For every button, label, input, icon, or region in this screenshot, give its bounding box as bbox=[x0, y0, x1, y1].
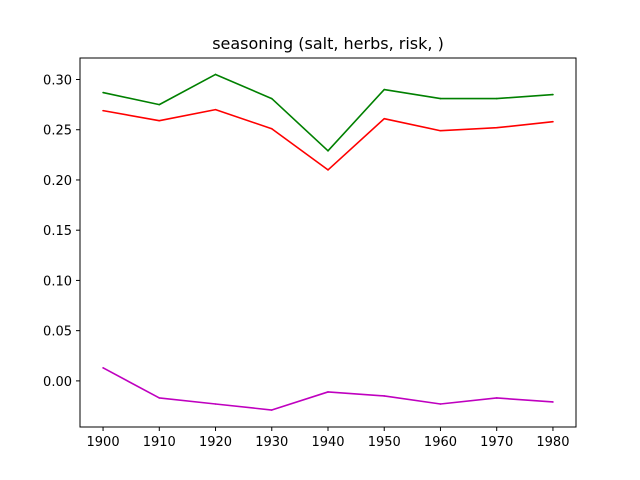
data-point bbox=[495, 97, 498, 100]
y-tick-label: 0.30 bbox=[43, 73, 72, 88]
data-point bbox=[552, 401, 554, 403]
data-point bbox=[158, 397, 161, 399]
series-layer bbox=[102, 73, 554, 411]
data-point bbox=[495, 397, 498, 399]
data-point bbox=[383, 117, 386, 120]
y-tick-label: 0.15 bbox=[43, 224, 72, 239]
x-tick-label: 1940 bbox=[311, 435, 344, 450]
data-point bbox=[439, 129, 442, 132]
x-tick-label: 1910 bbox=[143, 435, 176, 450]
data-point bbox=[327, 391, 329, 393]
x-tick-label: 1960 bbox=[424, 435, 457, 450]
data-point bbox=[214, 108, 217, 111]
data-point bbox=[214, 403, 217, 405]
data-point bbox=[439, 97, 442, 100]
data-point bbox=[270, 127, 273, 130]
y-tick-label: 0.25 bbox=[43, 124, 72, 139]
x-tick-label: 1980 bbox=[536, 435, 569, 450]
data-point bbox=[214, 73, 217, 76]
data-point bbox=[102, 91, 104, 94]
data-point bbox=[102, 367, 104, 369]
x-tick-label: 1900 bbox=[87, 435, 120, 450]
y-axis: 0.00 0.05 0.10 0.15 0.20 0.25 0.30 bbox=[43, 73, 80, 390]
data-point bbox=[495, 126, 498, 129]
x-tick-label: 1930 bbox=[255, 435, 288, 450]
y-tick-label: 0.00 bbox=[43, 375, 72, 390]
data-point bbox=[383, 395, 386, 397]
data-point bbox=[552, 120, 554, 123]
plot-area-frame bbox=[79, 57, 577, 428]
data-point bbox=[270, 409, 273, 411]
data-point bbox=[327, 150, 329, 152]
data-point bbox=[439, 403, 442, 405]
data-point bbox=[327, 169, 329, 171]
y-tick-label: 0.20 bbox=[43, 174, 72, 189]
y-tick-label: 0.05 bbox=[43, 325, 72, 340]
x-tick-label: 1970 bbox=[480, 435, 513, 450]
data-point bbox=[552, 93, 554, 96]
chart-title: seasoning (salt, herbs, risk, ) bbox=[212, 34, 444, 53]
x-tick-label: 1920 bbox=[199, 435, 232, 450]
data-point bbox=[270, 97, 273, 100]
y-tick-label: 0.10 bbox=[43, 274, 72, 289]
x-axis: 1900 1910 1920 1930 1940 1950 1960 1970 1980 bbox=[87, 427, 569, 450]
data-point bbox=[158, 103, 161, 106]
data-point bbox=[102, 109, 104, 112]
data-point bbox=[158, 119, 161, 122]
x-tick-label: 1950 bbox=[368, 435, 401, 450]
data-point bbox=[383, 88, 386, 91]
